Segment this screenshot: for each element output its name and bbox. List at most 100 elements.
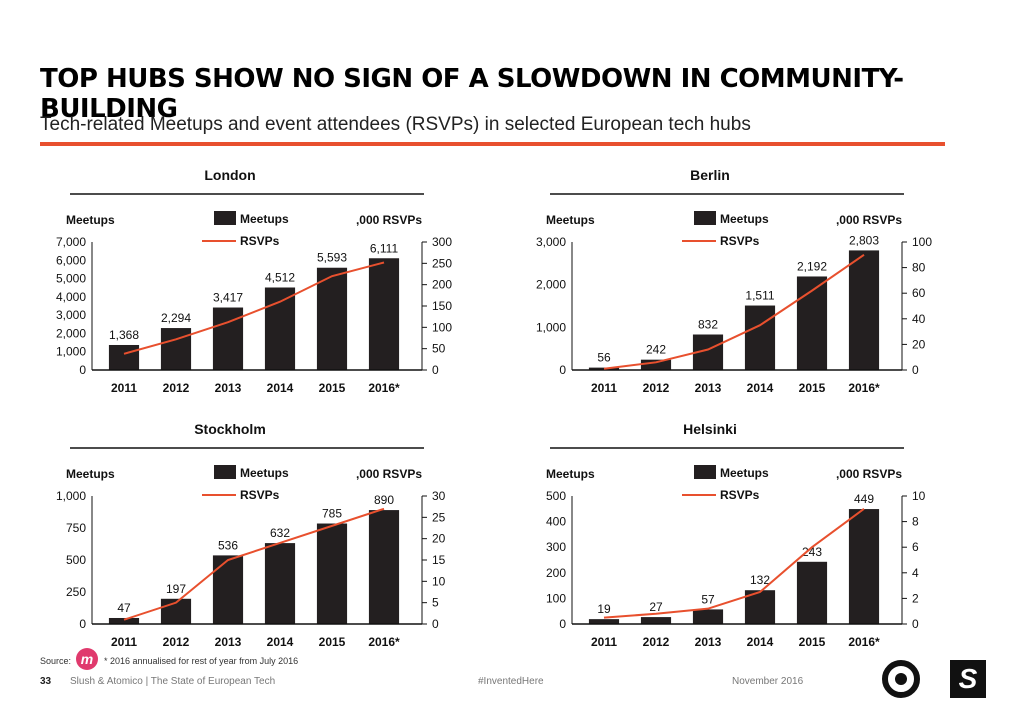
stockholm-bar [316, 523, 348, 624]
footer-date: November 2016 [732, 676, 804, 687]
london-x-tick-label: 2013 [215, 381, 242, 395]
berlin-bar-value-label: 1,511 [745, 289, 774, 303]
berlin-left-tick-label: 2,000 [536, 278, 566, 292]
meetup-logo-icon: m [76, 648, 98, 670]
london-x-tick-label: 2016* [368, 381, 400, 395]
berlin-x-tick-label: 2013 [695, 381, 722, 395]
berlin-left-tick-label: 0 [559, 363, 566, 377]
berlin-rsvp-line [603, 253, 865, 370]
helsinki-legend-rsvps-label: RSVPs [720, 488, 760, 502]
berlin-x-tick-label: 2015 [799, 381, 826, 395]
chart-helsinki-svg: Helsinki Meetups ,000 RSVPs Meetups RSVPs 0 10… [546, 421, 926, 649]
stockholm-left-tick-label: 250 [66, 585, 86, 599]
helsinki-left-tick-label: 400 [546, 515, 566, 529]
helsinki-bar [796, 561, 828, 624]
berlin-left-tick-label: 1,000 [536, 320, 566, 334]
london-right-axis-title: ,000 RSVPs [356, 213, 422, 227]
helsinki-x-tick-label: 2016* [848, 635, 880, 649]
stockholm-right-tick-label: 10 [432, 574, 446, 588]
helsinki-left-tick-label: 100 [546, 591, 566, 605]
london-left-tick-label: 3,000 [56, 308, 86, 322]
london-bar [368, 258, 400, 370]
stockholm-right-tick-label: 25 [432, 510, 446, 524]
london-left-tick-label: 0 [79, 363, 86, 377]
london-left-tick-label: 2,000 [56, 326, 86, 340]
london-right-tick-label: 150 [432, 299, 452, 313]
atomico-logo-icon: S [950, 660, 986, 698]
helsinki-left-tick-label: 0 [559, 617, 566, 631]
helsinki-x-tick-label: 2011 [591, 635, 617, 649]
helsinki-bar-value-label: 243 [802, 545, 822, 559]
stockholm-x-tick-label: 2016* [368, 635, 400, 649]
helsinki-bar-value-label: 449 [854, 492, 874, 506]
london-right-tick-label: 0 [432, 363, 439, 377]
stockholm-legend-meetups-label: Meetups [240, 466, 289, 480]
chart-berlin: Berlin Meetups ,000 RSVPs Meetups RSVPs 0 1,00… [520, 158, 940, 398]
helsinki-right-tick-label: 8 [912, 515, 919, 529]
stockholm-bar [212, 555, 244, 624]
london-bar-value-label: 4,512 [265, 270, 295, 284]
london-x-tick-label: 2015 [319, 381, 346, 395]
helsinki-bar-value-label: 57 [701, 592, 715, 606]
helsinki-bar-value-label: 132 [750, 573, 770, 587]
helsinki-left-tick-label: 200 [546, 566, 566, 580]
london-bar-value-label: 1,368 [109, 328, 139, 342]
london-bar [160, 328, 192, 370]
berlin-right-tick-label: 20 [912, 337, 926, 351]
helsinki-x-tick-label: 2015 [799, 635, 826, 649]
helsinki-chart-title: Helsinki [683, 421, 737, 437]
chart-london: London Meetups ,000 RSVPs Meetups RSVPs 0 1,00… [40, 158, 460, 398]
berlin-legend-meetups-swatch [694, 211, 716, 225]
london-right-tick-label: 250 [432, 256, 452, 270]
london-left-axis-title: Meetups [66, 213, 115, 227]
footnote: * 2016 annualised for rest of year from … [104, 656, 299, 666]
london-bar [316, 267, 348, 370]
berlin-legend-rsvps-label: RSVPs [720, 234, 760, 248]
berlin-bar [848, 250, 880, 370]
page-subtitle: Tech-related Meetups and event attendees… [40, 114, 751, 135]
berlin-left-tick-label: 3,000 [536, 235, 566, 249]
london-bar-value-label: 6,111 [370, 241, 399, 255]
helsinki-x-tick-label: 2013 [695, 635, 722, 649]
helsinki-right-tick-label: 10 [912, 489, 926, 503]
london-right-tick-label: 300 [432, 235, 452, 249]
berlin-right-axis-title: ,000 RSVPs [836, 213, 902, 227]
berlin-x-tick-label: 2011 [591, 381, 617, 395]
stockholm-left-axis-title: Meetups [66, 467, 115, 481]
stockholm-bar [368, 510, 400, 624]
stockholm-bar-value-label: 890 [374, 493, 394, 507]
stockholm-bar-value-label: 47 [117, 601, 131, 615]
helsinki-x-tick-label: 2014 [747, 635, 774, 649]
london-bar-value-label: 2,294 [161, 311, 191, 325]
berlin-bar [588, 367, 620, 370]
london-left-tick-label: 4,000 [56, 290, 86, 304]
helsinki-bar [588, 619, 620, 624]
stockholm-rsvp-line [123, 507, 385, 621]
london-left-tick-label: 5,000 [56, 272, 86, 286]
helsinki-left-axis-title: Meetups [546, 467, 595, 481]
berlin-bar [640, 359, 672, 370]
chart-stockholm: Stockholm Meetups ,000 RSVPs Meetups RSVPs 0 2… [40, 412, 460, 652]
stockholm-right-tick-label: 5 [432, 596, 439, 610]
stockholm-x-tick-label: 2014 [267, 635, 294, 649]
london-left-tick-label: 7,000 [56, 235, 86, 249]
stockholm-right-tick-label: 0 [432, 617, 439, 631]
helsinki-right-axis-title: ,000 RSVPs [836, 467, 902, 481]
page-number: 33 [40, 676, 52, 687]
chart-berlin-svg: Berlin Meetups ,000 RSVPs Meetups RSVPs 0 1,00… [536, 167, 932, 395]
stockholm-legend-rsvps-label: RSVPs [240, 488, 280, 502]
london-left-tick-label: 1,000 [56, 345, 86, 359]
chart-helsinki: Helsinki Meetups ,000 RSVPs Meetups RSVPs 0 10… [520, 412, 940, 652]
stockholm-x-tick-label: 2013 [215, 635, 242, 649]
helsinki-bar [692, 609, 724, 624]
berlin-bar [796, 276, 828, 370]
helsinki-right-tick-label: 0 [912, 617, 919, 631]
berlin-x-tick-label: 2012 [643, 381, 670, 395]
chart-stockholm-svg: Stockholm Meetups ,000 RSVPs Meetups RSVPs 0 2… [56, 421, 446, 649]
helsinki-right-tick-label: 4 [912, 566, 919, 580]
london-right-tick-label: 200 [432, 278, 452, 292]
london-rsvp-line [123, 261, 385, 355]
chart-london-svg: London Meetups ,000 RSVPs Meetups RSVPs 0 1,00… [56, 167, 452, 395]
helsinki-left-tick-label: 300 [546, 540, 566, 554]
berlin-x-tick-label: 2014 [747, 381, 774, 395]
